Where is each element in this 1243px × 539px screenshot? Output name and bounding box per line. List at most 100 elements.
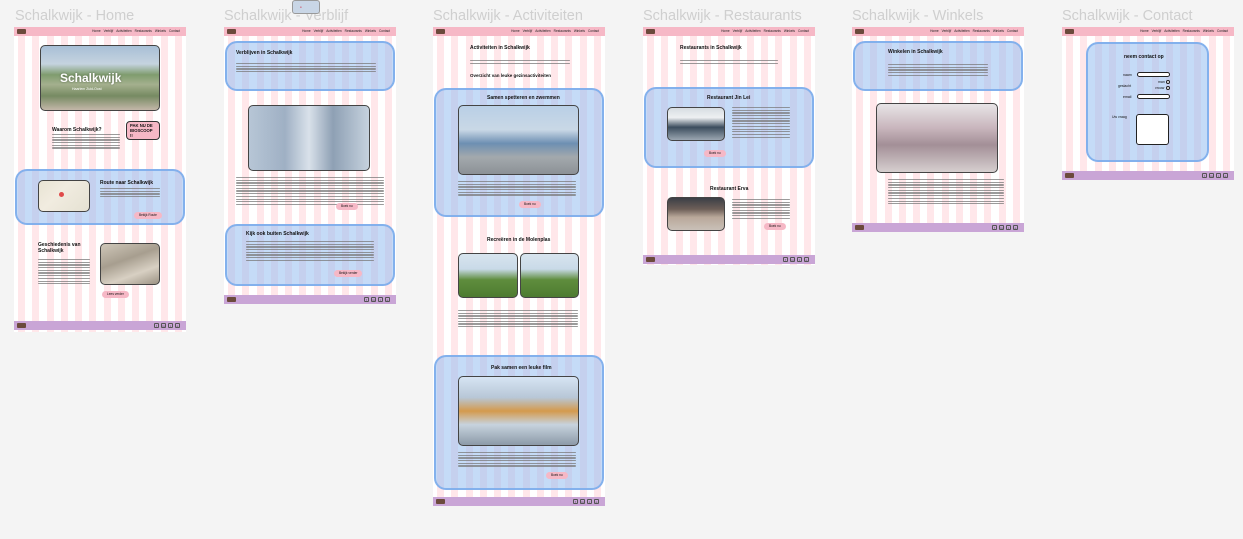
nav-bar: Home Verblijf Activiteiten Restaurants W… <box>1062 27 1234 36</box>
nav-link-contact[interactable]: Contact <box>1007 28 1018 33</box>
linkedin-icon[interactable]: in <box>1209 173 1214 178</box>
nav-link-restaurants[interactable]: Restaurants <box>763 28 781 33</box>
twitter-icon[interactable]: t <box>168 323 173 328</box>
nav-link-home[interactable]: Home <box>721 28 730 33</box>
route-button[interactable]: Bekijk Route <box>134 212 162 219</box>
email-input[interactable] <box>1137 94 1170 99</box>
cta-bioscoop-button[interactable]: PAK NU DE BIOSCOOP !! <box>126 121 160 140</box>
nav-link-home[interactable]: Home <box>930 28 939 33</box>
footer-logo[interactable] <box>1065 173 1074 178</box>
linkedin-icon[interactable]: in <box>371 297 376 302</box>
nav-link-activiteiten[interactable]: Activiteiten <box>535 28 551 33</box>
instagram-icon[interactable]: o <box>1013 225 1018 230</box>
nav-link-verblijf[interactable]: Verblijf <box>732 28 743 33</box>
nav-link-restaurants[interactable]: Restaurants <box>1182 28 1200 33</box>
nav-link-verblijf[interactable]: Verblijf <box>313 28 324 33</box>
view-more-button[interactable]: Bekijk verder <box>334 270 363 277</box>
frame-title-contact[interactable]: Schalkwijk - Contact <box>1062 8 1193 24</box>
nav-link-winkels[interactable]: Winkels <box>783 28 795 33</box>
book-now-button[interactable]: Boek nu <box>519 201 541 208</box>
nav-link-activiteiten[interactable]: Activiteiten <box>1164 28 1180 33</box>
logo[interactable] <box>1065 29 1074 34</box>
nav-link-activiteiten[interactable]: Activiteiten <box>745 28 761 33</box>
floating-thumbnail[interactable]: ● <box>292 0 320 14</box>
linkedin-icon[interactable]: in <box>580 499 585 504</box>
nav-link-home[interactable]: Home <box>1140 28 1149 33</box>
nav-link-contact[interactable]: Contact <box>798 28 809 33</box>
nav-link-home[interactable]: Home <box>92 28 101 33</box>
book-now-button[interactable]: Boek nu <box>704 150 726 157</box>
frame-home[interactable]: Home Verblijf Activiteiten Restaurants W… <box>14 27 186 332</box>
nav-link-winkels[interactable]: Winkels <box>992 28 1004 33</box>
female-radio[interactable] <box>1166 86 1170 90</box>
footer-logo[interactable] <box>855 225 864 230</box>
nav-link-activiteiten[interactable]: Activiteiten <box>116 28 132 33</box>
frame-title-winkels[interactable]: Schalkwijk - Winkels <box>852 8 984 24</box>
nav-link-verblijf[interactable]: Verblijf <box>103 28 114 33</box>
nav-link-contact[interactable]: Contact <box>1217 28 1228 33</box>
logo[interactable] <box>855 29 864 34</box>
facebook-icon[interactable]: f <box>783 257 788 262</box>
book-now-button[interactable]: Boek nu <box>764 223 786 230</box>
linkedin-icon[interactable]: in <box>999 225 1004 230</box>
frame-contact[interactable]: Home Verblijf Activiteiten Restaurants W… <box>1062 27 1234 180</box>
frame-title-restaurants[interactable]: Schalkwijk - Restaurants <box>643 8 802 24</box>
twitter-icon[interactable]: t <box>587 499 592 504</box>
male-radio[interactable] <box>1166 80 1170 84</box>
instagram-icon[interactable]: o <box>385 297 390 302</box>
read-more-button[interactable]: Lees verder <box>102 291 129 298</box>
facebook-icon[interactable]: f <box>573 499 578 504</box>
instagram-icon[interactable]: o <box>804 257 809 262</box>
book-now-button[interactable]: Boek nu <box>546 472 568 479</box>
footer-logo[interactable] <box>646 257 655 262</box>
footer-logo[interactable] <box>227 297 236 302</box>
nav-link-restaurants[interactable]: Restaurants <box>553 28 571 33</box>
instagram-icon[interactable]: o <box>594 499 599 504</box>
frame-verblijf[interactable]: Home Verblijf Activiteiten Restaurants W… <box>224 27 396 304</box>
footer-logo[interactable] <box>17 323 26 328</box>
frame-winkels[interactable]: Home Verblijf Activiteiten Restaurants W… <box>852 27 1024 232</box>
linkedin-icon[interactable]: in <box>161 323 166 328</box>
footer-logo[interactable] <box>436 499 445 504</box>
nav-link-winkels[interactable]: Winkels <box>364 28 376 33</box>
logo[interactable] <box>227 29 236 34</box>
twitter-icon[interactable]: t <box>378 297 383 302</box>
nav-link-restaurants[interactable]: Restaurants <box>134 28 152 33</box>
nav-link-contact[interactable]: Contact <box>379 28 390 33</box>
instagram-icon[interactable]: o <box>175 323 180 328</box>
nav-link-winkels[interactable]: Winkels <box>154 28 166 33</box>
nav-link-contact[interactable]: Contact <box>169 28 180 33</box>
twitter-icon[interactable]: t <box>1216 173 1221 178</box>
nav-link-activiteiten[interactable]: Activiteiten <box>326 28 342 33</box>
nav-link-verblijf[interactable]: Verblijf <box>1151 28 1162 33</box>
question-textarea[interactable] <box>1136 114 1169 145</box>
logo[interactable] <box>646 29 655 34</box>
linkedin-icon[interactable]: in <box>790 257 795 262</box>
nav-link-activiteiten[interactable]: Activiteiten <box>954 28 970 33</box>
name-input[interactable] <box>1137 72 1170 77</box>
instagram-icon[interactable]: o <box>1223 173 1228 178</box>
nav-link-contact[interactable]: Contact <box>588 28 599 33</box>
nav-link-restaurants[interactable]: Restaurants <box>972 28 990 33</box>
facebook-icon[interactable]: f <box>1202 173 1207 178</box>
nav-link-home[interactable]: Home <box>302 28 311 33</box>
nav-link-winkels[interactable]: Winkels <box>573 28 585 33</box>
logo[interactable] <box>436 29 445 34</box>
logo[interactable] <box>17 29 26 34</box>
frame-restaurants[interactable]: Home Verblijf Activiteiten Restaurants W… <box>643 27 815 265</box>
nav-link-verblijf[interactable]: Verblijf <box>522 28 533 33</box>
twitter-icon[interactable]: t <box>797 257 802 262</box>
nav-link-winkels[interactable]: Winkels <box>1202 28 1214 33</box>
facebook-icon[interactable]: f <box>154 323 159 328</box>
facebook-icon[interactable]: f <box>364 297 369 302</box>
book-now-button[interactable]: Boek nu <box>336 203 358 210</box>
frame-title-activiteiten[interactable]: Schalkwijk - Activiteiten <box>433 8 583 24</box>
nav-link-verblijf[interactable]: Verblijf <box>941 28 952 33</box>
nav-link-restaurants[interactable]: Restaurants <box>344 28 362 33</box>
twitter-icon[interactable]: t <box>1006 225 1011 230</box>
frame-activiteiten[interactable]: Home Verblijf Activiteiten Restaurants W… <box>433 27 605 506</box>
frame-title-verblijf[interactable]: Schalkwijk - Verblijf <box>224 8 349 24</box>
nav-link-home[interactable]: Home <box>511 28 520 33</box>
facebook-icon[interactable]: f <box>992 225 997 230</box>
frame-title-home[interactable]: Schalkwijk - Home <box>15 8 135 24</box>
